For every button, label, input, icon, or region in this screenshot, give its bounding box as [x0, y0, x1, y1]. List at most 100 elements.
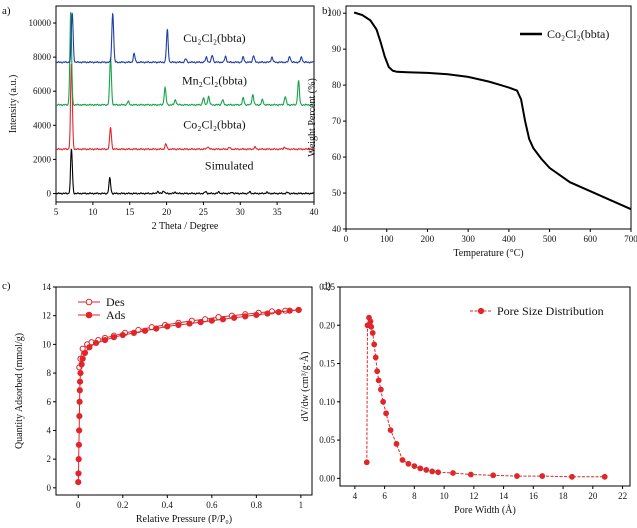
data-point: [78, 361, 85, 368]
data-point: [101, 336, 109, 344]
data-point: [153, 325, 160, 332]
data-point: [514, 473, 520, 479]
legend-marker: [85, 298, 93, 306]
data-point: [76, 398, 83, 405]
x-axis-label: Relative Pressure (P/P₀): [136, 514, 232, 525]
y-tick-label: 6000: [33, 86, 52, 96]
data-point: [399, 457, 406, 463]
data-point: [230, 314, 238, 321]
y-tick-label: 80: [332, 80, 342, 90]
tga-chart: 0 100 200 300 400 500 600 700 40 50 60 70 80 90 100 Tem…: [307, 5, 637, 259]
y-axis-label: dV/dw (cm³/g·Å): [299, 352, 311, 422]
data-point: [539, 473, 546, 479]
x-tick-label: 4: [353, 491, 358, 501]
x-tick-label: 35: [273, 207, 283, 217]
data-point: [569, 473, 575, 480]
x-tick-label: 20: [588, 491, 598, 501]
y-tick-label: 0.15: [319, 359, 335, 369]
plot-frame: [55, 5, 315, 203]
data-point: [405, 460, 412, 467]
data-point: [119, 331, 126, 339]
x-tick-label: 6: [382, 491, 387, 501]
x-tick-label: 0: [344, 234, 349, 244]
legend-label: Des: [106, 295, 125, 309]
series-line: [55, 148, 315, 195]
data-point: [197, 319, 204, 326]
x-tick-label: 25: [199, 207, 209, 217]
y-tick-label: 12: [42, 311, 51, 321]
series-line: [366, 317, 605, 478]
data-point: [75, 478, 82, 486]
data-point: [275, 309, 282, 316]
y-tick-label: 60: [332, 152, 342, 162]
data-point: [77, 369, 84, 377]
pore-size-chart: 4 6 8 10 12 14 16 18 20 22 0.00 0.05 0.10 0.15 0.20 0.2…: [299, 282, 631, 516]
y-tick-label: 10: [42, 339, 52, 349]
data-point: [76, 413, 83, 420]
data-point: [411, 463, 418, 470]
data-point: [375, 377, 382, 384]
panel-label-c: c): [2, 280, 11, 292]
x-tick-label: 0.8: [251, 500, 263, 510]
plot-frame: [55, 286, 313, 496]
data-point: [295, 306, 302, 314]
legend-label: Co₂Cl₂(bbta): [547, 27, 609, 41]
data-point: [467, 471, 474, 478]
data-point: [110, 334, 117, 341]
y-tick-label: 2000: [33, 154, 52, 164]
data-point: [490, 472, 497, 479]
series-label: Cu₂Cl₂(bbta): [183, 31, 245, 45]
x-tick-label: 700: [624, 234, 637, 244]
data-point: [601, 473, 608, 480]
data-point: [141, 327, 149, 334]
data-point: [417, 465, 424, 472]
data-point: [219, 316, 227, 323]
legend-marker: [477, 307, 485, 315]
data-point: [393, 441, 400, 447]
data-point: [81, 349, 89, 357]
series-line: [77, 309, 299, 483]
x-tick-label: 14: [499, 491, 509, 501]
x-tick-label: 40: [310, 207, 320, 217]
data-point: [76, 387, 83, 394]
data-point: [86, 344, 93, 351]
x-tick-label: 0.2: [117, 500, 128, 510]
panel-label-d: d): [322, 280, 332, 292]
data-point: [175, 321, 182, 329]
series-line: [55, 12, 315, 107]
data-point: [450, 470, 456, 476]
series-label: Simulated: [205, 159, 254, 173]
y-tick-label: 0.00: [319, 473, 335, 483]
data-point: [164, 323, 171, 330]
y-tick-label: 8000: [33, 52, 52, 62]
x-tick-label: 10: [440, 491, 450, 501]
x-tick-label: 0.4: [162, 500, 174, 510]
data-point: [377, 386, 384, 393]
x-tick-label: 0: [76, 500, 81, 510]
series-line: [55, 63, 315, 151]
data-point: [374, 368, 381, 375]
y-axis-label: Weight Percent (%): [307, 78, 318, 157]
x-tick-label: 100: [380, 234, 394, 244]
x-tick-label: 200: [421, 234, 435, 244]
data-point: [286, 307, 293, 314]
data-point: [367, 318, 374, 325]
plot-frame: [345, 5, 632, 230]
x-axis-label: Temperature (°C): [453, 248, 523, 259]
data-point: [371, 341, 378, 348]
data-point: [92, 339, 100, 347]
y-axis-label: Intensity (a.u.): [8, 75, 19, 134]
data-point: [383, 410, 390, 417]
data-point: [380, 398, 387, 405]
y-tick-label: 8: [47, 368, 52, 378]
x-tick-label: 500: [543, 234, 557, 244]
y-tick-label: 50: [332, 188, 342, 198]
data-point: [76, 427, 83, 434]
x-tick-label: 12: [469, 491, 478, 501]
series-line: [353, 11, 632, 211]
x-tick-label: 30: [236, 207, 246, 217]
series-label: Co₂Cl₂(bbta): [183, 118, 245, 132]
y-tick-label: 70: [332, 116, 342, 126]
y-tick-label: 4: [47, 425, 52, 435]
